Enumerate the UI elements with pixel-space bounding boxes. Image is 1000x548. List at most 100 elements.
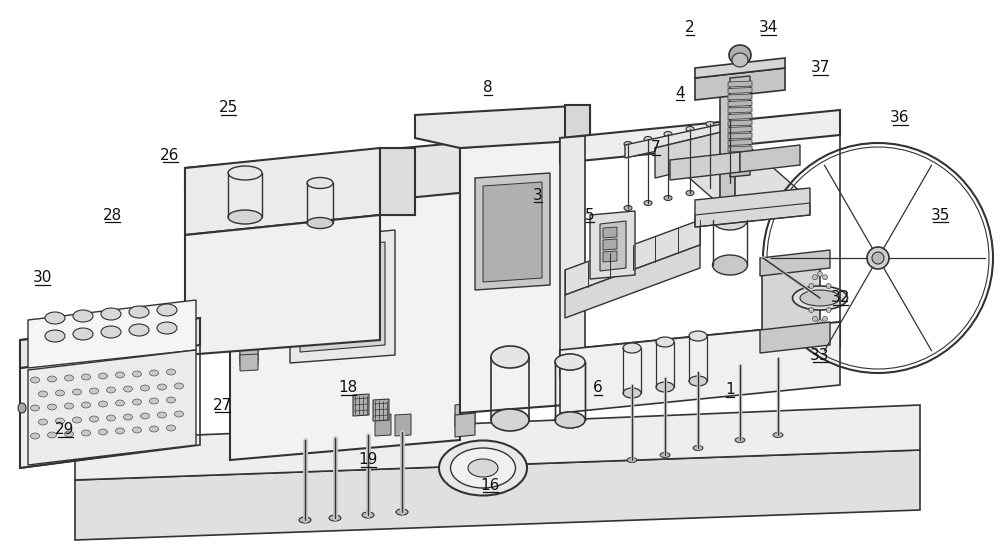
Text: 35: 35 bbox=[930, 208, 950, 222]
Ellipse shape bbox=[228, 210, 262, 224]
Polygon shape bbox=[483, 182, 542, 282]
Ellipse shape bbox=[491, 346, 529, 368]
Ellipse shape bbox=[124, 386, 132, 392]
Ellipse shape bbox=[132, 399, 142, 405]
Polygon shape bbox=[28, 300, 196, 368]
Ellipse shape bbox=[158, 384, 166, 390]
Polygon shape bbox=[590, 211, 635, 279]
Polygon shape bbox=[740, 145, 800, 172]
Ellipse shape bbox=[812, 275, 818, 279]
Polygon shape bbox=[728, 133, 752, 139]
Ellipse shape bbox=[48, 376, 56, 382]
Ellipse shape bbox=[140, 413, 150, 419]
Ellipse shape bbox=[30, 405, 40, 411]
Text: 1: 1 bbox=[725, 383, 735, 397]
Ellipse shape bbox=[826, 283, 831, 288]
Ellipse shape bbox=[166, 397, 176, 403]
Ellipse shape bbox=[693, 446, 703, 450]
Polygon shape bbox=[230, 190, 460, 460]
Polygon shape bbox=[670, 152, 740, 180]
Polygon shape bbox=[655, 130, 810, 218]
Ellipse shape bbox=[555, 412, 585, 428]
Ellipse shape bbox=[175, 411, 184, 417]
Ellipse shape bbox=[132, 427, 142, 433]
Polygon shape bbox=[720, 78, 735, 202]
Ellipse shape bbox=[38, 391, 48, 397]
Ellipse shape bbox=[82, 402, 90, 408]
Text: 25: 25 bbox=[218, 100, 238, 116]
Ellipse shape bbox=[800, 290, 840, 306]
Ellipse shape bbox=[129, 324, 149, 336]
Text: 18: 18 bbox=[338, 380, 358, 396]
Ellipse shape bbox=[116, 400, 124, 406]
Text: 27: 27 bbox=[212, 397, 232, 413]
Polygon shape bbox=[455, 413, 475, 437]
Ellipse shape bbox=[362, 512, 374, 518]
Polygon shape bbox=[695, 68, 785, 100]
Text: 4: 4 bbox=[675, 85, 685, 100]
Polygon shape bbox=[603, 227, 617, 238]
Ellipse shape bbox=[712, 255, 748, 275]
Ellipse shape bbox=[129, 306, 149, 318]
Ellipse shape bbox=[818, 319, 822, 324]
Ellipse shape bbox=[686, 191, 694, 196]
Polygon shape bbox=[240, 354, 258, 371]
Ellipse shape bbox=[555, 412, 585, 428]
Polygon shape bbox=[728, 127, 752, 133]
Polygon shape bbox=[20, 345, 190, 468]
Ellipse shape bbox=[822, 275, 828, 279]
Polygon shape bbox=[373, 399, 389, 421]
Polygon shape bbox=[728, 146, 752, 152]
Ellipse shape bbox=[792, 286, 848, 310]
Ellipse shape bbox=[808, 295, 812, 300]
Polygon shape bbox=[728, 100, 752, 106]
Ellipse shape bbox=[624, 206, 632, 210]
Polygon shape bbox=[728, 107, 752, 113]
Ellipse shape bbox=[689, 331, 707, 341]
Ellipse shape bbox=[826, 307, 831, 312]
Ellipse shape bbox=[867, 247, 889, 269]
Text: 16: 16 bbox=[480, 477, 500, 493]
Polygon shape bbox=[560, 322, 840, 375]
Ellipse shape bbox=[555, 354, 585, 370]
Ellipse shape bbox=[468, 459, 498, 477]
Polygon shape bbox=[728, 159, 752, 165]
Polygon shape bbox=[600, 221, 626, 271]
Ellipse shape bbox=[307, 178, 333, 189]
Ellipse shape bbox=[686, 127, 694, 132]
Polygon shape bbox=[560, 322, 840, 413]
Polygon shape bbox=[300, 242, 385, 352]
Ellipse shape bbox=[48, 432, 56, 438]
Polygon shape bbox=[728, 152, 752, 158]
Ellipse shape bbox=[175, 383, 184, 389]
Ellipse shape bbox=[101, 326, 121, 338]
Polygon shape bbox=[28, 350, 196, 465]
Ellipse shape bbox=[664, 132, 672, 136]
Ellipse shape bbox=[555, 354, 585, 370]
Ellipse shape bbox=[166, 425, 176, 431]
Polygon shape bbox=[475, 173, 550, 290]
Polygon shape bbox=[655, 130, 730, 178]
Ellipse shape bbox=[150, 398, 158, 404]
Ellipse shape bbox=[106, 415, 116, 421]
Polygon shape bbox=[728, 88, 752, 94]
Ellipse shape bbox=[660, 453, 670, 458]
Ellipse shape bbox=[90, 388, 98, 394]
Text: 26: 26 bbox=[160, 147, 180, 163]
Text: 6: 6 bbox=[593, 380, 603, 396]
Ellipse shape bbox=[627, 458, 637, 463]
Ellipse shape bbox=[706, 122, 714, 127]
Ellipse shape bbox=[644, 136, 652, 141]
Ellipse shape bbox=[623, 343, 641, 353]
Text: 34: 34 bbox=[758, 20, 778, 36]
Polygon shape bbox=[730, 76, 750, 177]
Ellipse shape bbox=[98, 373, 108, 379]
Ellipse shape bbox=[656, 382, 674, 392]
Polygon shape bbox=[460, 140, 490, 190]
Ellipse shape bbox=[56, 418, 64, 424]
Ellipse shape bbox=[396, 509, 408, 515]
Ellipse shape bbox=[809, 307, 814, 312]
Ellipse shape bbox=[299, 517, 311, 523]
Ellipse shape bbox=[329, 515, 341, 521]
Text: 8: 8 bbox=[483, 81, 493, 95]
